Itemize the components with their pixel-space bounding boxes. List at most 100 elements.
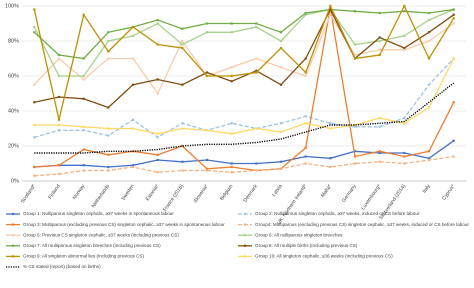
x-tick-label: Luxembourg* <box>360 183 382 211</box>
point <box>279 167 283 170</box>
point <box>82 148 85 151</box>
point <box>181 127 184 130</box>
legend-marker <box>243 212 247 216</box>
point <box>33 123 36 127</box>
point <box>230 132 233 135</box>
point <box>156 153 159 156</box>
point <box>403 48 406 51</box>
point <box>279 39 283 43</box>
point <box>33 101 36 104</box>
point <box>230 22 233 25</box>
point <box>230 74 233 78</box>
point <box>452 8 455 11</box>
point <box>279 122 283 125</box>
point <box>181 160 184 163</box>
point <box>304 11 307 15</box>
point <box>230 80 233 83</box>
point <box>427 158 431 162</box>
point <box>304 115 307 118</box>
point <box>427 18 431 22</box>
point <box>57 129 61 132</box>
point <box>33 174 36 177</box>
point <box>304 57 307 60</box>
point <box>329 122 332 125</box>
point <box>181 122 184 125</box>
point <box>107 134 110 137</box>
legend-marker <box>243 234 247 237</box>
point <box>57 57 61 60</box>
point <box>205 71 209 74</box>
point <box>230 122 233 125</box>
point <box>452 22 455 25</box>
series-line <box>34 58 455 135</box>
point <box>131 34 135 37</box>
point <box>353 10 357 13</box>
point <box>230 66 233 69</box>
point <box>378 53 381 57</box>
x-tick-label: Sweden <box>120 183 135 201</box>
x-tick-label: Belgium <box>219 183 234 201</box>
y-tick-label: 80% <box>8 38 19 44</box>
point <box>329 8 332 11</box>
point <box>107 153 110 156</box>
series-line <box>33 8 454 77</box>
point <box>378 125 381 128</box>
legend-label: Group 8: All multiple births (including … <box>255 243 358 248</box>
point <box>107 57 110 60</box>
point <box>403 122 406 125</box>
point <box>33 25 36 29</box>
point <box>181 169 184 172</box>
y-tick-label: 20% <box>8 143 19 149</box>
point <box>403 151 406 155</box>
point <box>33 165 36 169</box>
point <box>205 31 209 34</box>
point <box>329 127 332 130</box>
point <box>378 151 381 155</box>
point <box>378 150 381 153</box>
point <box>205 167 209 170</box>
point <box>131 83 135 86</box>
point <box>378 11 381 15</box>
point <box>156 92 159 95</box>
legend-marker <box>11 244 15 247</box>
point <box>378 160 381 163</box>
point <box>304 74 307 78</box>
point <box>378 36 381 39</box>
point <box>403 4 406 8</box>
point <box>329 157 332 160</box>
point <box>82 13 85 16</box>
point <box>131 118 135 121</box>
x-tick-label: Latvia <box>271 183 284 198</box>
x-tick-label: Norway <box>72 183 87 201</box>
point <box>279 46 283 50</box>
legend-marker <box>243 223 247 226</box>
point <box>255 127 258 130</box>
point <box>205 22 209 25</box>
point <box>156 132 159 135</box>
x-tick-label: Estonia* <box>145 183 161 202</box>
point <box>156 136 159 139</box>
point <box>279 130 283 134</box>
point <box>205 129 209 132</box>
point <box>378 116 381 120</box>
point <box>107 169 110 172</box>
legend-label: Group 9: All singleton abnormal lies (in… <box>23 254 144 259</box>
point <box>304 162 307 165</box>
point <box>230 31 233 34</box>
point <box>82 169 85 172</box>
point <box>452 17 455 20</box>
point <box>131 127 135 130</box>
x-tick-label: Finland <box>47 183 61 200</box>
point <box>205 169 209 172</box>
legend-marker <box>11 255 15 258</box>
point <box>131 25 135 29</box>
point <box>403 10 406 13</box>
point <box>353 53 357 57</box>
point <box>353 150 357 153</box>
point <box>255 57 258 60</box>
point <box>329 165 332 169</box>
point <box>403 34 406 37</box>
point <box>57 95 61 99</box>
point <box>378 39 381 43</box>
